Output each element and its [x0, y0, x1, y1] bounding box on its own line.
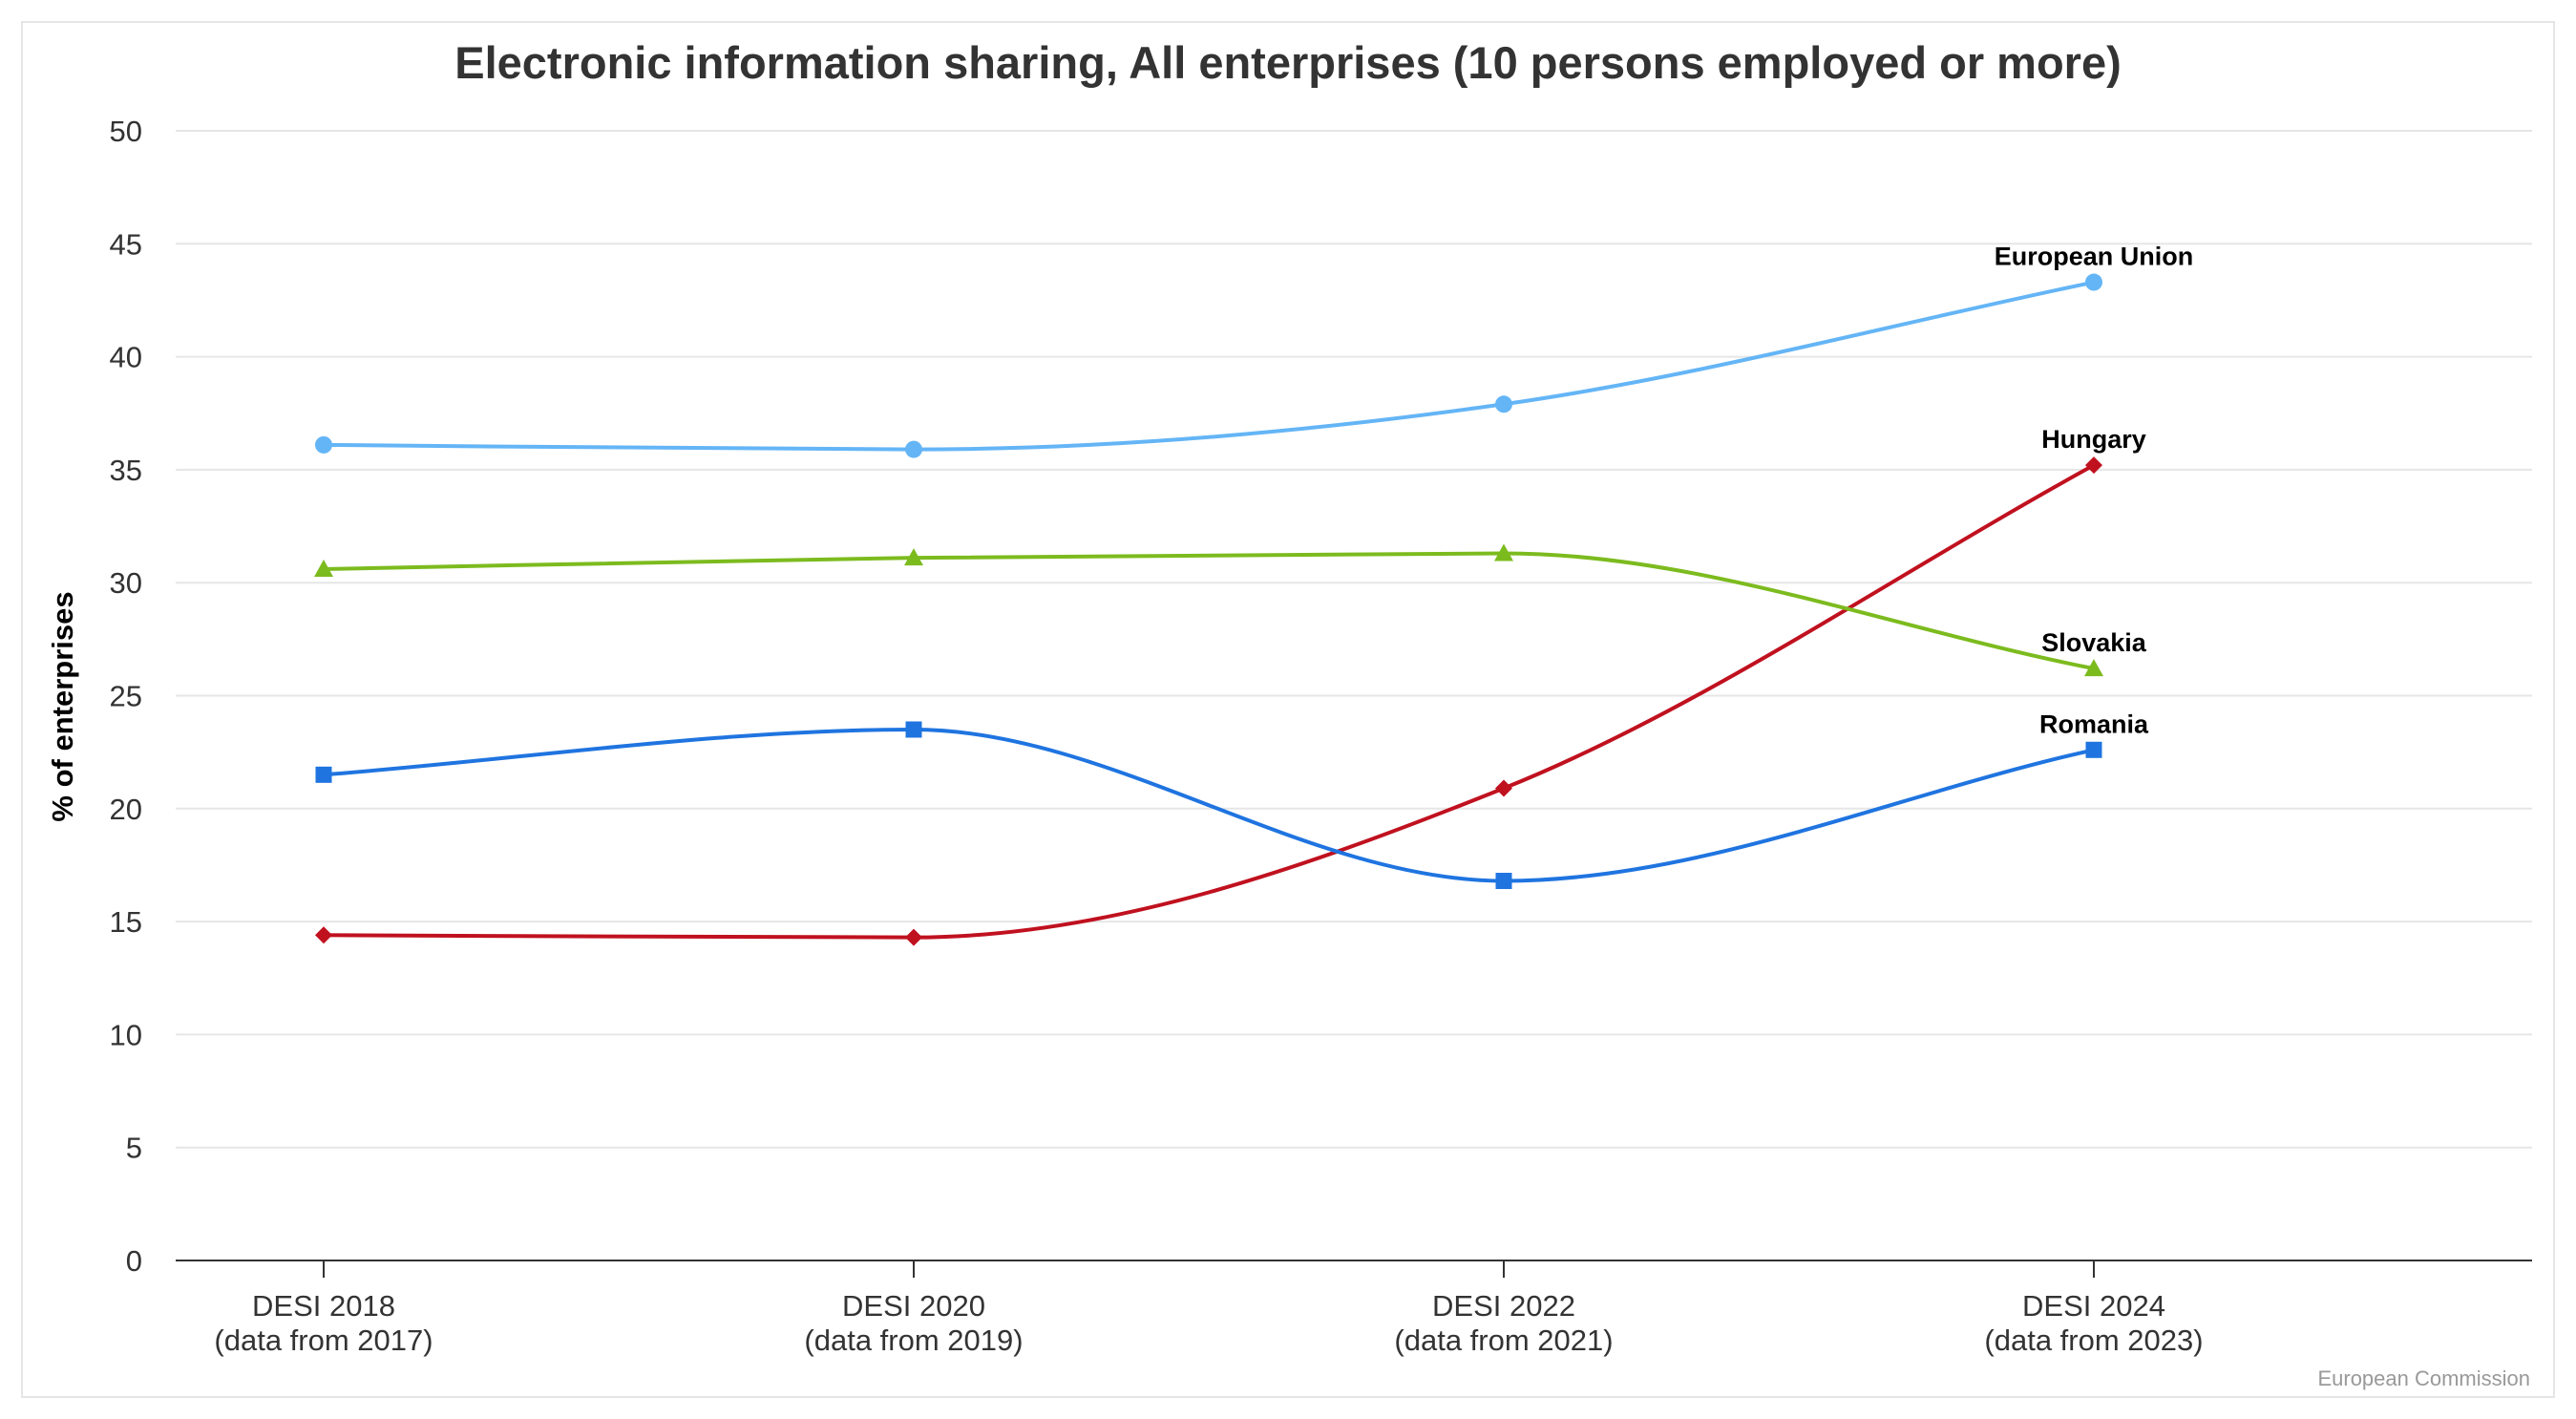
y-tick-label: 20: [110, 793, 142, 826]
x-tick-label: DESI 2022: [1432, 1289, 1575, 1323]
x-axis: DESI 2018(data from 2017)DESI 2020(data …: [176, 1260, 2532, 1357]
x-tick-sublabel: (data from 2021): [1394, 1324, 1613, 1357]
x-tick-sublabel: (data from 2017): [214, 1324, 433, 1357]
series-european-union: [315, 273, 2102, 458]
series-end-label: Slovakia: [2041, 628, 2147, 657]
series-european-union-marker[interactable]: [1495, 395, 1512, 413]
series-romania: [315, 721, 2102, 890]
series-romania-marker[interactable]: [2085, 741, 2102, 758]
series-labels: European Union Hungary Slovakia Romania: [1995, 243, 2194, 739]
series-slovakia-marker[interactable]: [904, 548, 923, 566]
y-tick-label: 5: [126, 1132, 142, 1165]
series-slovakia: [314, 543, 2103, 677]
series-hungary: [315, 456, 2102, 946]
series-hungary-marker[interactable]: [315, 926, 332, 944]
series-slovakia-marker[interactable]: [2084, 659, 2103, 677]
series-hungary-marker[interactable]: [905, 928, 922, 946]
x-tick-label: DESI 2020: [842, 1289, 985, 1323]
y-axis-label: % of enterprises: [46, 591, 79, 821]
series-end-label: European Union: [1995, 243, 2194, 271]
y-tick-label: 45: [110, 227, 142, 261]
y-tick-label: 10: [110, 1018, 142, 1051]
series-european-union-marker[interactable]: [905, 440, 922, 458]
series-end-label: Romania: [2039, 710, 2149, 738]
series-hungary-marker[interactable]: [2085, 456, 2102, 475]
line-chart: Electronic information sharing, All ente…: [46, 37, 2532, 1390]
series-european-union-marker[interactable]: [2085, 273, 2102, 291]
series-romania-marker[interactable]: [905, 721, 922, 738]
series-line-romania[interactable]: [322, 727, 2096, 883]
series-line-hungary[interactable]: [322, 463, 2096, 940]
x-tick-label: DESI 2024: [2022, 1289, 2165, 1323]
y-tick-label: 50: [110, 115, 142, 148]
series-hungary-marker[interactable]: [1495, 779, 1512, 797]
y-tick-label: 0: [126, 1244, 142, 1278]
series-line-european-union[interactable]: [322, 280, 2096, 452]
series-european-union-marker[interactable]: [315, 435, 332, 454]
x-tick-label: DESI 2018: [252, 1289, 395, 1323]
y-tick-label: 35: [110, 454, 142, 487]
series-slovakia-marker[interactable]: [314, 560, 333, 578]
chart-frame: Electronic information sharing, All ente…: [21, 21, 2555, 1398]
series-slovakia-marker[interactable]: [1494, 543, 1513, 561]
y-tick-label: 15: [110, 905, 142, 939]
y-tick-label: 25: [110, 680, 142, 713]
series-line-slovakia[interactable]: [322, 551, 2096, 671]
series-romania-marker[interactable]: [315, 766, 332, 783]
x-tick-sublabel: (data from 2019): [804, 1324, 1023, 1357]
credits[interactable]: European Commission: [2317, 1366, 2530, 1390]
series-end-label: Hungary: [2041, 425, 2146, 454]
x-tick-sublabel: (data from 2023): [1984, 1324, 2203, 1357]
series-lines: [314, 273, 2103, 946]
chart-title: Electronic information sharing, All ente…: [454, 37, 2122, 88]
series-romania-marker[interactable]: [1495, 873, 1512, 890]
y-axis-ticks: 0 5 10 15 20 25 30 35 40 45 50: [110, 115, 142, 1278]
grid-lines: [176, 130, 2532, 1149]
y-tick-label: 40: [110, 341, 142, 374]
y-tick-label: 30: [110, 566, 142, 600]
